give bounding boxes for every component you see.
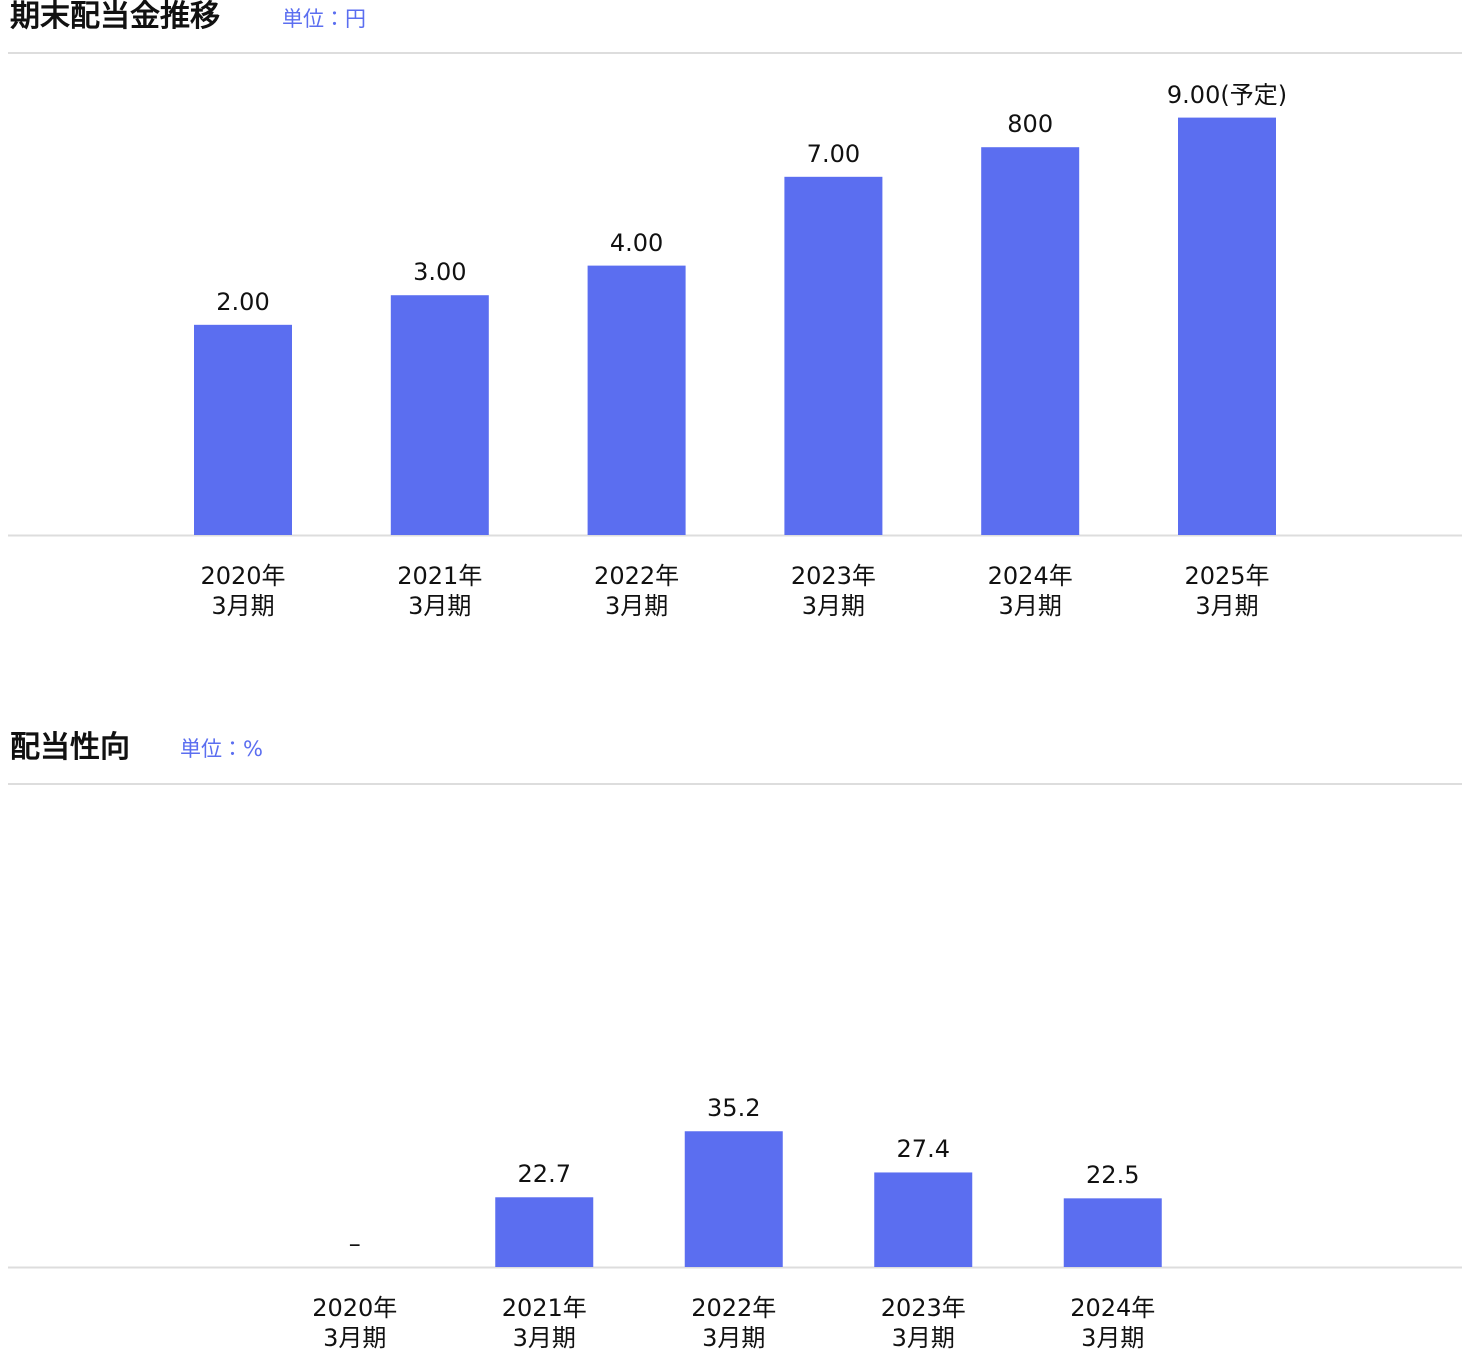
value-label: 35.2 xyxy=(707,1094,761,1123)
x-tick-label: 2021年 3月期 xyxy=(397,562,483,620)
value-label: 7.00 xyxy=(806,139,861,168)
x-tick-label: 2023年 3月期 xyxy=(880,1294,966,1352)
x-tick-label: 2023年 3月期 xyxy=(790,562,876,620)
bar xyxy=(981,147,1080,535)
bar xyxy=(1178,117,1276,535)
x-tick-label: 2024年 3月期 xyxy=(987,562,1073,620)
value-label: 4.00 xyxy=(609,228,664,257)
chart-title: 期末配当金推移 xyxy=(10,0,220,34)
value-label: 27.4 xyxy=(896,1135,950,1164)
x-tick-label: 2024年 3月期 xyxy=(1070,1294,1156,1352)
chart-title: 配当性向 xyxy=(10,730,130,765)
bar xyxy=(390,295,489,535)
x-tick-label: 2025年 3月期 xyxy=(1184,562,1270,620)
bar xyxy=(587,265,686,535)
bar xyxy=(684,1131,783,1267)
x-tick-label: 2021年 3月期 xyxy=(501,1294,587,1352)
bar xyxy=(874,1172,973,1267)
bar xyxy=(1063,1198,1162,1267)
bar xyxy=(784,176,883,535)
x-tick-label: 2022年 3月期 xyxy=(691,1294,777,1352)
x-tick-label: 2020年 3月期 xyxy=(200,562,286,620)
value-label: 3.00 xyxy=(413,258,467,287)
value-label: 800 xyxy=(1007,110,1054,139)
chart-subtitle: 単位：円 xyxy=(282,7,366,31)
chart-subtitle: 単位：% xyxy=(180,737,263,761)
bar xyxy=(495,1197,594,1267)
value-label: 22.5 xyxy=(1086,1161,1140,1190)
bar xyxy=(194,324,292,535)
value-label: 2.00 xyxy=(216,287,270,316)
x-tick-label: 2022年 3月期 xyxy=(594,562,680,620)
value-label: 9.00(予定) xyxy=(1166,80,1288,109)
value-label: – xyxy=(348,1230,361,1258)
value-label: 22.7 xyxy=(517,1160,571,1189)
x-tick-label: 2020年 3月期 xyxy=(312,1294,398,1352)
